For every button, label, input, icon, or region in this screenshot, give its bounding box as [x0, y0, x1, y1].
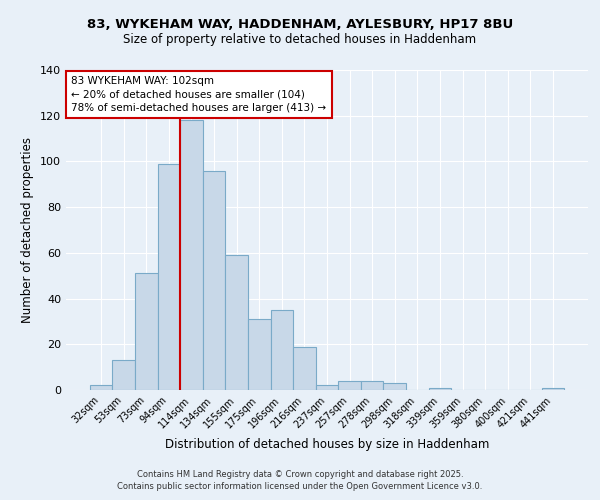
Text: 83 WYKEHAM WAY: 102sqm
← 20% of detached houses are smaller (104)
78% of semi-de: 83 WYKEHAM WAY: 102sqm ← 20% of detached…	[71, 76, 326, 113]
Bar	[316, 386, 338, 390]
Bar	[361, 381, 383, 390]
Text: 83, WYKEHAM WAY, HADDENHAM, AYLESBURY, HP17 8BU: 83, WYKEHAM WAY, HADDENHAM, AYLESBURY, H…	[87, 18, 513, 30]
Text: Contains public sector information licensed under the Open Government Licence v3: Contains public sector information licen…	[118, 482, 482, 491]
Bar	[203, 170, 226, 390]
Y-axis label: Number of detached properties: Number of detached properties	[22, 137, 34, 323]
Bar	[383, 383, 406, 390]
Bar	[271, 310, 293, 390]
Bar	[542, 388, 564, 390]
Bar	[226, 255, 248, 390]
Text: Contains HM Land Registry data © Crown copyright and database right 2025.: Contains HM Land Registry data © Crown c…	[137, 470, 463, 479]
Bar	[248, 319, 271, 390]
Text: Size of property relative to detached houses in Haddenham: Size of property relative to detached ho…	[124, 32, 476, 46]
Bar	[158, 164, 180, 390]
X-axis label: Distribution of detached houses by size in Haddenham: Distribution of detached houses by size …	[165, 438, 489, 451]
Bar	[112, 360, 135, 390]
Bar	[90, 386, 112, 390]
Bar	[135, 274, 158, 390]
Bar	[293, 346, 316, 390]
Bar	[428, 388, 451, 390]
Bar	[180, 120, 203, 390]
Bar	[338, 381, 361, 390]
